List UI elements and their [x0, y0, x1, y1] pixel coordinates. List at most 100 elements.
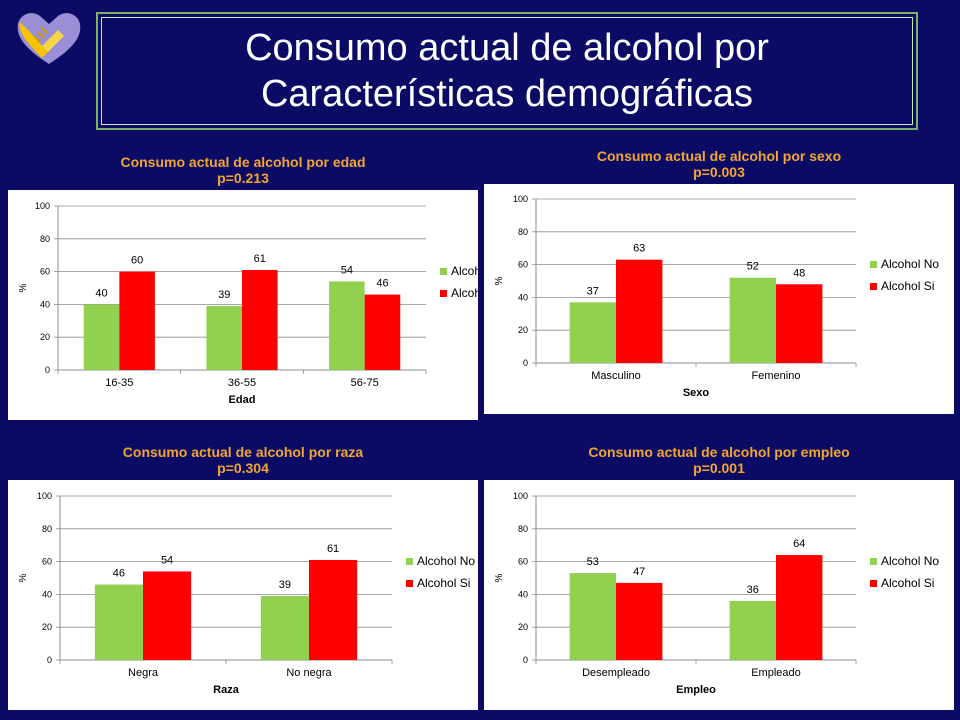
legend-entry: Alcohol No: [417, 554, 475, 568]
bar: [143, 571, 192, 660]
x-tick-label: Masculino: [591, 370, 641, 382]
legend-entry: Alcohol Si: [881, 279, 934, 293]
y-tick-label: 20: [518, 622, 528, 632]
bar: [364, 294, 401, 370]
logo-heart-hands-icon: [14, 8, 84, 68]
bar: [260, 596, 309, 660]
y-tick-label: 100: [513, 491, 528, 501]
chart-title-text: Consumo actual de alcohol por raza: [122, 444, 364, 460]
chart-svg: 0 20 40 60 80 100 46 54 Negra 39 61 No negra Raza% Al…: [8, 480, 478, 710]
x-tick-label: No negra: [286, 667, 332, 679]
chart-svg: 0 20 40 60 80 100 53 47 Desempleado 36 64 Empleado E…: [484, 480, 954, 710]
y-tick-label: 100: [513, 194, 528, 204]
y-tick-label: 60: [40, 267, 50, 277]
chart-raza: Consumo actual de alcohol por raza p=0.3…: [8, 438, 478, 718]
y-axis-title: %: [494, 276, 505, 285]
y-tick-label: 20: [42, 622, 52, 632]
y-tick-label: 20: [518, 325, 528, 335]
chart-background: [484, 480, 954, 710]
y-tick-label: 60: [518, 557, 528, 567]
data-label: 39: [218, 289, 230, 301]
slide-title-line-2: Características demográficas: [260, 73, 754, 115]
data-label: 61: [254, 253, 266, 265]
chart-title: Consumo actual de alcohol por sexo p=0.0…: [484, 148, 954, 180]
y-tick-label: 0: [45, 365, 50, 375]
data-label: 40: [95, 287, 107, 299]
chart-svg: 0 20 40 60 80 100 40 60 16-35 39 61 36-55 54 46 56-75 E…: [8, 190, 478, 420]
data-label: 52: [747, 261, 759, 273]
chart-subtitle: p=0.001: [693, 460, 745, 476]
chart-svg: 0 20 40 60 80 100 37 63 Masculino 52 48 Femenino Sex…: [484, 184, 954, 414]
bar: [329, 281, 365, 370]
legend-swatch: [870, 283, 877, 290]
legend-swatch: [870, 261, 877, 268]
y-axis-title: %: [494, 573, 505, 582]
y-tick-label: 40: [518, 292, 528, 302]
bar: [206, 306, 242, 370]
bar: [119, 271, 155, 370]
bar: [776, 284, 823, 363]
data-label: 54: [161, 554, 173, 566]
legend-swatch: [406, 580, 413, 587]
x-axis-title: Empleo: [676, 684, 716, 696]
legend-entry: Alcohol No: [881, 554, 939, 568]
data-label: 48: [793, 267, 805, 279]
bar: [616, 259, 663, 363]
legend-swatch: [406, 558, 413, 565]
x-tick-label: Desempleado: [582, 667, 650, 679]
chart-empleo: Consumo actual de alcohol por empleo p=0…: [484, 438, 954, 718]
legend-swatch: [440, 268, 447, 275]
data-label: 46: [376, 278, 388, 290]
y-tick-label: 100: [37, 491, 52, 501]
x-axis-title: Raza: [213, 684, 240, 696]
data-label: 46: [113, 568, 125, 580]
y-tick-label: 40: [518, 589, 528, 599]
y-tick-label: 40: [40, 299, 50, 309]
data-label: 39: [279, 579, 291, 591]
y-tick-label: 80: [518, 524, 528, 534]
bar: [729, 600, 776, 660]
x-tick-label: 36-55: [228, 377, 256, 389]
legend-entry: Alcohol Si: [417, 576, 470, 590]
bar: [569, 573, 616, 660]
chart-title-text: Consumo actual de alcohol por sexo: [596, 148, 842, 164]
legend-entry: Alcohol No: [881, 257, 939, 271]
legend-swatch: [870, 580, 877, 587]
data-label: 36: [747, 584, 759, 596]
x-tick-label: 56-75: [351, 377, 379, 389]
data-label: 47: [633, 566, 645, 578]
y-tick-label: 40: [42, 589, 52, 599]
y-axis-title: %: [18, 283, 29, 292]
data-label: 54: [341, 264, 353, 276]
chart-background: [484, 184, 954, 414]
y-tick-label: 80: [42, 524, 52, 534]
bar: [83, 304, 120, 370]
y-tick-label: 80: [40, 234, 50, 244]
bar: [309, 559, 358, 660]
y-tick-label: 60: [518, 260, 528, 270]
bar: [242, 269, 278, 370]
data-label: 61: [327, 543, 339, 555]
x-tick-label: Empleado: [751, 667, 801, 679]
x-axis-title: Sexo: [683, 387, 710, 399]
chart-subtitle: p=0.213: [217, 170, 269, 186]
chart-background: [8, 480, 478, 710]
chart-title: Consumo actual de alcohol por raza p=0.3…: [8, 444, 478, 476]
y-tick-label: 20: [40, 332, 50, 342]
x-tick-label: Negra: [128, 667, 159, 679]
bar: [616, 582, 663, 660]
chart-sexo: Consumo actual de alcohol por sexo p=0.0…: [484, 142, 954, 422]
data-label: 63: [633, 243, 645, 255]
legend-swatch: [440, 290, 447, 297]
chart-subtitle: p=0.003: [693, 164, 745, 180]
chart-title-text: Consumo actual de alcohol por empleo: [588, 444, 850, 460]
legend-entry: Alcohol No: [451, 264, 478, 278]
data-label: 64: [793, 538, 805, 550]
y-tick-label: 0: [523, 358, 528, 368]
data-label: 53: [587, 556, 599, 568]
bar: [569, 302, 616, 363]
legend-entry: Alcohol Si: [451, 286, 478, 300]
y-tick-label: 100: [35, 201, 50, 211]
y-tick-label: 80: [518, 227, 528, 237]
bar: [94, 584, 143, 660]
